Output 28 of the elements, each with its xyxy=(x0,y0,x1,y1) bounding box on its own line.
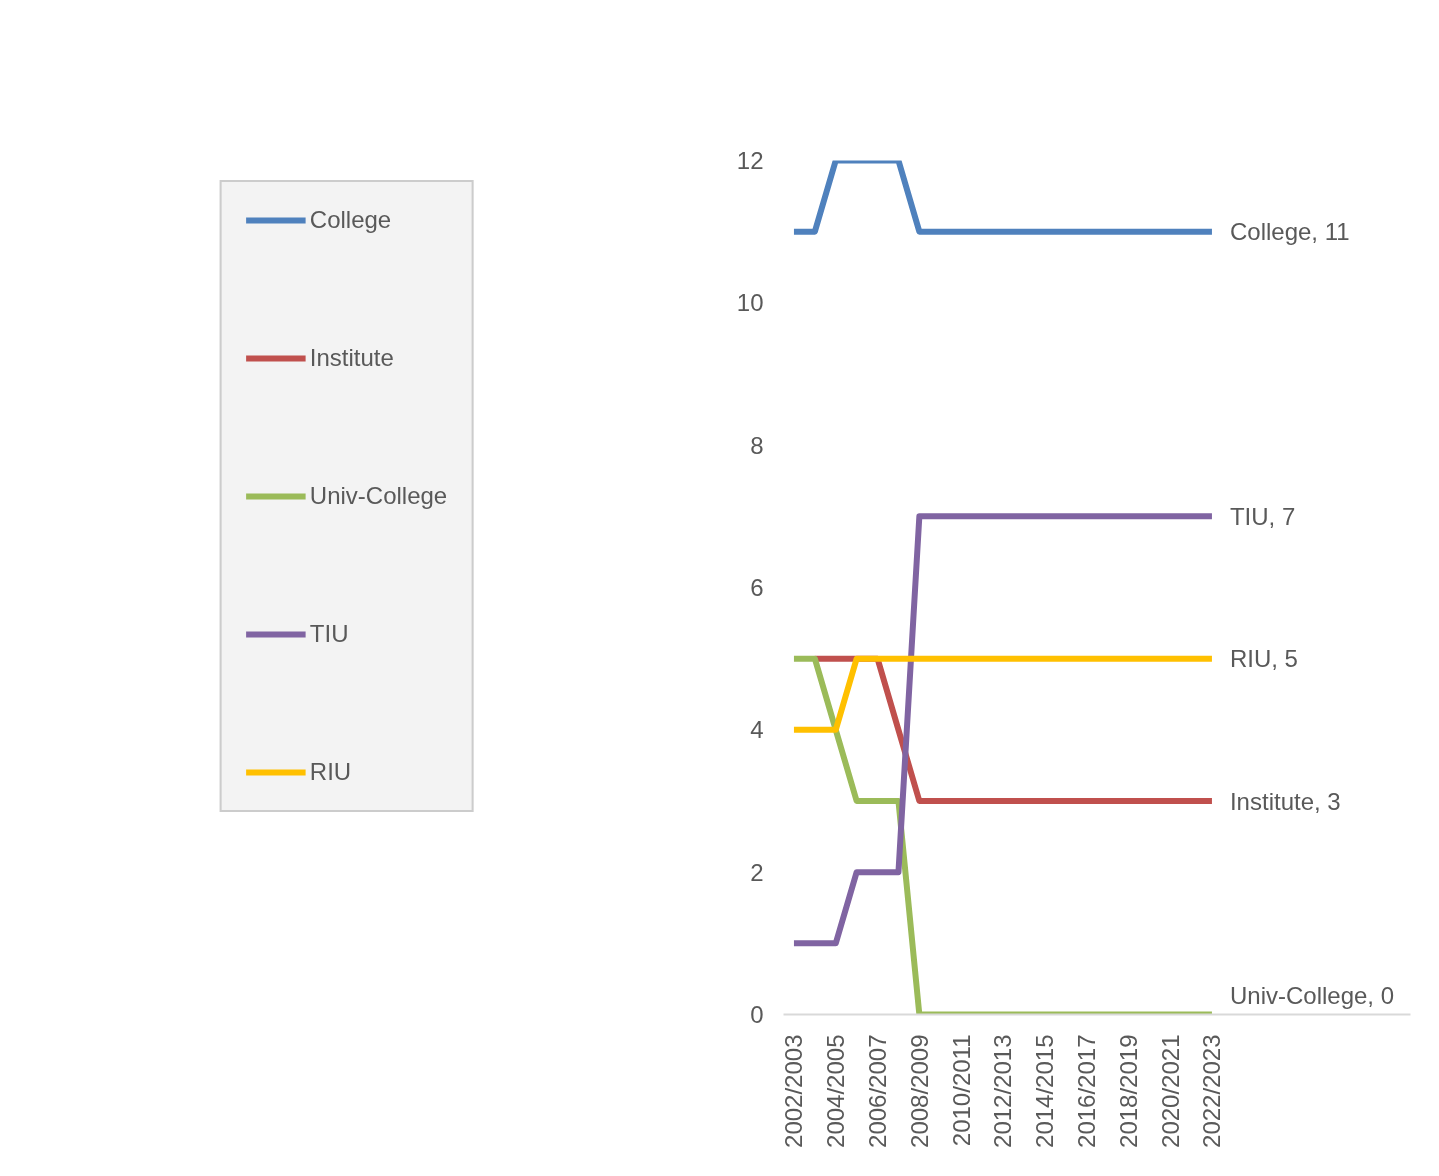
x-tick-label: 2008/2009 xyxy=(905,1034,933,1148)
annotation: College, 11 xyxy=(1229,218,1350,246)
annotation: TIU, 7 xyxy=(1229,502,1296,530)
x-tick-label: 2016/2017 xyxy=(1073,1034,1101,1148)
x-tick-label: 2022/2023 xyxy=(1198,1034,1226,1148)
x-tick-label: 2004/2005 xyxy=(822,1034,850,1148)
legend-label: College xyxy=(309,206,392,234)
annotation: Institute, 3 xyxy=(1229,787,1341,815)
y-tick-label: 0 xyxy=(750,1001,764,1028)
x-tick-label: 2018/2019 xyxy=(1114,1034,1142,1148)
x-tick-label: 2002/2003 xyxy=(780,1034,808,1148)
y-tick-label: 10 xyxy=(736,289,764,317)
legend-label: TIU xyxy=(309,620,349,648)
x-tick-label: 2020/2021 xyxy=(1156,1034,1184,1148)
x-tick-label: 2006/2007 xyxy=(864,1034,892,1148)
annotation: Univ-College, 0 xyxy=(1229,981,1395,1009)
annotation: RIU, 5 xyxy=(1229,645,1298,673)
legend-label: Institute xyxy=(309,344,394,372)
legend-label: Univ-College xyxy=(309,482,448,510)
legend-label: RIU xyxy=(309,758,352,786)
x-tick-label: 2010/2011 xyxy=(947,1034,975,1147)
x-tick-label: 2014/2015 xyxy=(1031,1034,1059,1148)
y-tick-label: 8 xyxy=(750,431,764,459)
x-tick-label: 2012/2013 xyxy=(989,1034,1017,1148)
y-tick-label: 6 xyxy=(750,574,764,601)
y-tick-label: 2 xyxy=(750,858,764,886)
y-tick-label: 12 xyxy=(736,147,764,174)
y-tick-label: 4 xyxy=(750,716,764,744)
